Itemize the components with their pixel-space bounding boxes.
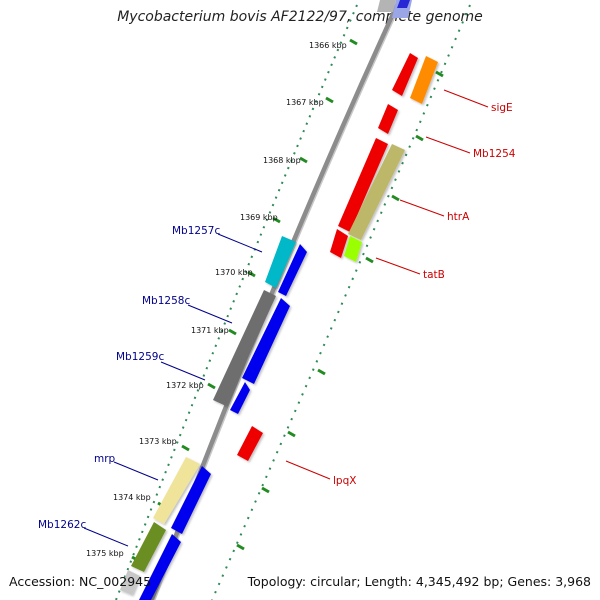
reverse-gene-labels: Mb1257c Mb1258c Mb1259c mrp Mb1262c — [38, 225, 263, 547]
feature-khaki — [348, 144, 405, 240]
gene-label-htra: htrA — [447, 211, 470, 223]
topology-summary: Topology: circular; Length: 4,345,492 bp… — [247, 574, 591, 589]
feature-cyan — [265, 236, 296, 288]
feature-green-yellow — [344, 236, 362, 262]
tick-label: 1367 kbp — [286, 98, 324, 107]
accession-text: Accession: NC_002945 — [9, 574, 152, 589]
forward-strand-cds — [237, 53, 418, 461]
tick-label: 1369 kbp — [240, 213, 278, 222]
gene-label-mb1257c: Mb1257c — [172, 225, 220, 237]
gene-label-mrp: mrp — [94, 453, 116, 465]
cds-reverse — [139, 534, 181, 600]
tick-label: 1373 kbp — [139, 437, 177, 446]
forward-strand-features — [344, 56, 438, 262]
tick-label: 1372 kbp — [166, 381, 204, 390]
feature-grey — [213, 290, 276, 406]
cds-forward — [338, 138, 388, 232]
cds-forward — [378, 104, 398, 134]
tick-label: 1374 kbp — [113, 493, 151, 502]
reverse-strand-cds — [139, 244, 307, 600]
tick-labels: 1366 kbp 1367 kbp 1368 kbp 1369 kbp 1370… — [86, 41, 347, 558]
gene-label-mb1259c: Mb1259c — [116, 351, 164, 363]
cds-reverse — [278, 244, 307, 296]
feature-orange — [410, 56, 438, 104]
cds-forward — [392, 53, 418, 96]
cds-forward — [330, 229, 348, 258]
reverse-strand-features — [120, 236, 296, 595]
tick-label: 1368 kbp — [263, 156, 301, 165]
tick-label: 1375 kbp — [86, 549, 124, 558]
gene-label-lpqx: lpqX — [333, 475, 356, 487]
forward-gene-labels: sigE Mb1254 htrA tatB lpqX — [285, 89, 516, 487]
feature-pale-yellow — [153, 457, 200, 524]
tick-label: 1371 kbp — [191, 326, 229, 335]
tick-ring-outer-forward — [211, 4, 471, 600]
gene-label-sige: sigE — [491, 102, 513, 114]
cds-reverse — [171, 466, 211, 534]
feature-olive — [131, 522, 166, 572]
tick-label: 1370 kbp — [215, 268, 253, 277]
gene-label-mb1254: Mb1254 — [473, 148, 516, 160]
feature-light-grey-bottom — [120, 570, 140, 595]
tick-label: 1366 kbp — [309, 41, 347, 50]
gene-label-tatb: tatB — [423, 269, 445, 281]
feature-top-blue — [377, 0, 412, 18]
cds-reverse — [242, 298, 290, 384]
gene-label-mb1262c: Mb1262c — [38, 519, 86, 531]
cds-forward — [237, 426, 263, 461]
gene-label-mb1258c: Mb1258c — [142, 295, 190, 307]
cds-reverse — [230, 382, 250, 414]
tick-ring-inner — [115, 4, 358, 600]
